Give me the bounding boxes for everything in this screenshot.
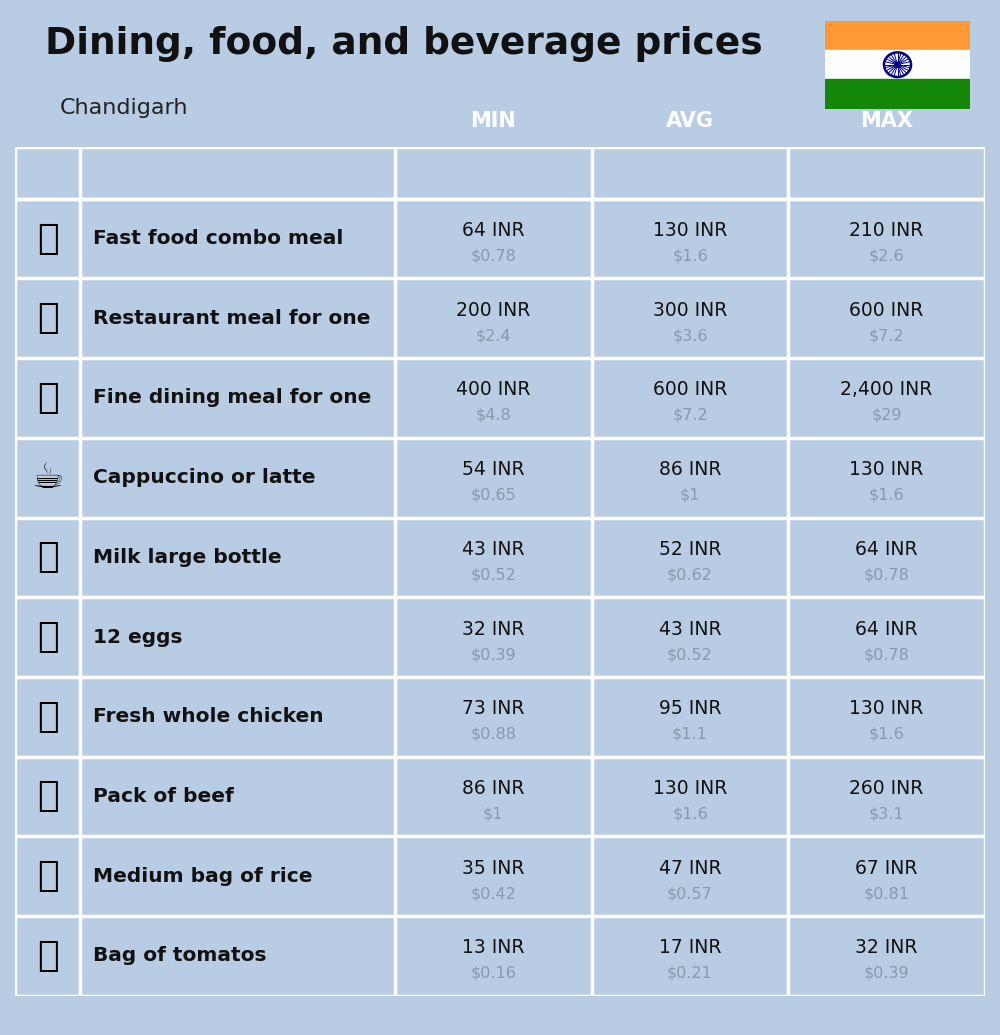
Text: $7.2: $7.2 [869,328,904,344]
Text: Bag of tomatos: Bag of tomatos [93,946,266,966]
Text: $0.65: $0.65 [470,487,516,503]
Text: $0.88: $0.88 [470,727,516,742]
Text: 95 INR: 95 INR [659,700,721,718]
Text: 64 INR: 64 INR [855,620,918,639]
Text: $0.39: $0.39 [864,966,909,981]
Bar [825,50,970,80]
Text: Fast food combo meal: Fast food combo meal [93,229,343,248]
Text: 13 INR: 13 INR [462,939,525,957]
Text: $2.6: $2.6 [869,248,904,264]
Text: 12 eggs: 12 eggs [93,627,182,647]
Text: 300 INR: 300 INR [653,301,727,320]
Text: $3.1: $3.1 [869,806,904,822]
Text: $0.78: $0.78 [864,567,910,583]
Text: 🍔: 🍔 [37,221,58,256]
Text: $1.6: $1.6 [672,806,708,822]
Text: 200 INR: 200 INR [456,301,531,320]
Text: Cappuccino or latte: Cappuccino or latte [93,468,315,487]
Text: $0.42: $0.42 [470,886,516,901]
Text: Dining, food, and beverage prices: Dining, food, and beverage prices [45,26,763,62]
Text: 210 INR: 210 INR [849,221,924,240]
Text: $0.78: $0.78 [470,248,516,264]
Text: 67 INR: 67 INR [855,859,918,878]
Text: 600 INR: 600 INR [653,381,727,400]
Text: $2.4: $2.4 [476,328,511,344]
Text: $1: $1 [483,806,504,822]
Text: 86 INR: 86 INR [462,779,525,798]
Text: $0.39: $0.39 [471,647,516,662]
Text: 130 INR: 130 INR [653,221,727,240]
Text: 64 INR: 64 INR [855,540,918,559]
Text: 32 INR: 32 INR [462,620,525,639]
Text: $1.6: $1.6 [672,248,708,264]
Text: MIN: MIN [470,111,516,131]
Text: $29: $29 [871,408,902,423]
Text: 🍽: 🍽 [37,301,58,335]
Text: Fresh whole chicken: Fresh whole chicken [93,707,323,727]
Text: $0.21: $0.21 [667,966,713,981]
Text: MAX: MAX [860,111,913,131]
Text: 64 INR: 64 INR [462,221,525,240]
Text: $3.6: $3.6 [672,328,708,344]
Text: 🥩: 🥩 [37,779,58,814]
Text: 260 INR: 260 INR [849,779,924,798]
Text: 54 INR: 54 INR [462,461,525,479]
Text: Medium bag of rice: Medium bag of rice [93,866,312,886]
Text: 600 INR: 600 INR [849,301,924,320]
Circle shape [895,62,900,67]
Text: 130 INR: 130 INR [653,779,727,798]
Text: 🥚: 🥚 [37,620,58,654]
Text: Restaurant meal for one: Restaurant meal for one [93,308,370,328]
Text: $1.6: $1.6 [869,487,905,503]
Text: $0.62: $0.62 [667,567,713,583]
Text: $0.16: $0.16 [470,966,516,981]
Text: 130 INR: 130 INR [849,461,924,479]
Bar [825,80,970,109]
Text: Chandigarh: Chandigarh [60,98,188,118]
Text: $1.6: $1.6 [869,727,905,742]
Text: 🍅: 🍅 [37,939,58,973]
Text: AVG: AVG [666,111,714,131]
Text: 130 INR: 130 INR [849,700,924,718]
Text: 2,400 INR: 2,400 INR [840,381,933,400]
Text: 400 INR: 400 INR [456,381,531,400]
Text: 35 INR: 35 INR [462,859,525,878]
Text: $4.8: $4.8 [475,408,511,423]
Text: 86 INR: 86 INR [659,461,721,479]
Text: 🍽: 🍽 [37,381,58,415]
Text: 43 INR: 43 INR [659,620,721,639]
Text: Pack of beef: Pack of beef [93,787,233,806]
Text: $7.2: $7.2 [672,408,708,423]
Text: $1: $1 [680,487,700,503]
Text: Milk large bottle: Milk large bottle [93,548,281,567]
Text: 73 INR: 73 INR [462,700,525,718]
Text: 🥛: 🥛 [37,540,58,574]
Text: $0.81: $0.81 [864,886,910,901]
Text: 32 INR: 32 INR [855,939,918,957]
Text: $0.52: $0.52 [470,567,516,583]
Text: 🍗: 🍗 [37,700,58,734]
Text: 47 INR: 47 INR [659,859,721,878]
Text: ☕: ☕ [31,461,64,495]
Text: $0.78: $0.78 [864,647,910,662]
Bar [825,21,970,50]
Text: Fine dining meal for one: Fine dining meal for one [93,388,371,408]
Text: $0.52: $0.52 [667,647,713,662]
Text: 🍚: 🍚 [37,859,58,893]
Text: 17 INR: 17 INR [659,939,721,957]
Text: 43 INR: 43 INR [462,540,525,559]
Text: $0.57: $0.57 [667,886,713,901]
Text: $1.1: $1.1 [672,727,708,742]
Text: 52 INR: 52 INR [659,540,721,559]
